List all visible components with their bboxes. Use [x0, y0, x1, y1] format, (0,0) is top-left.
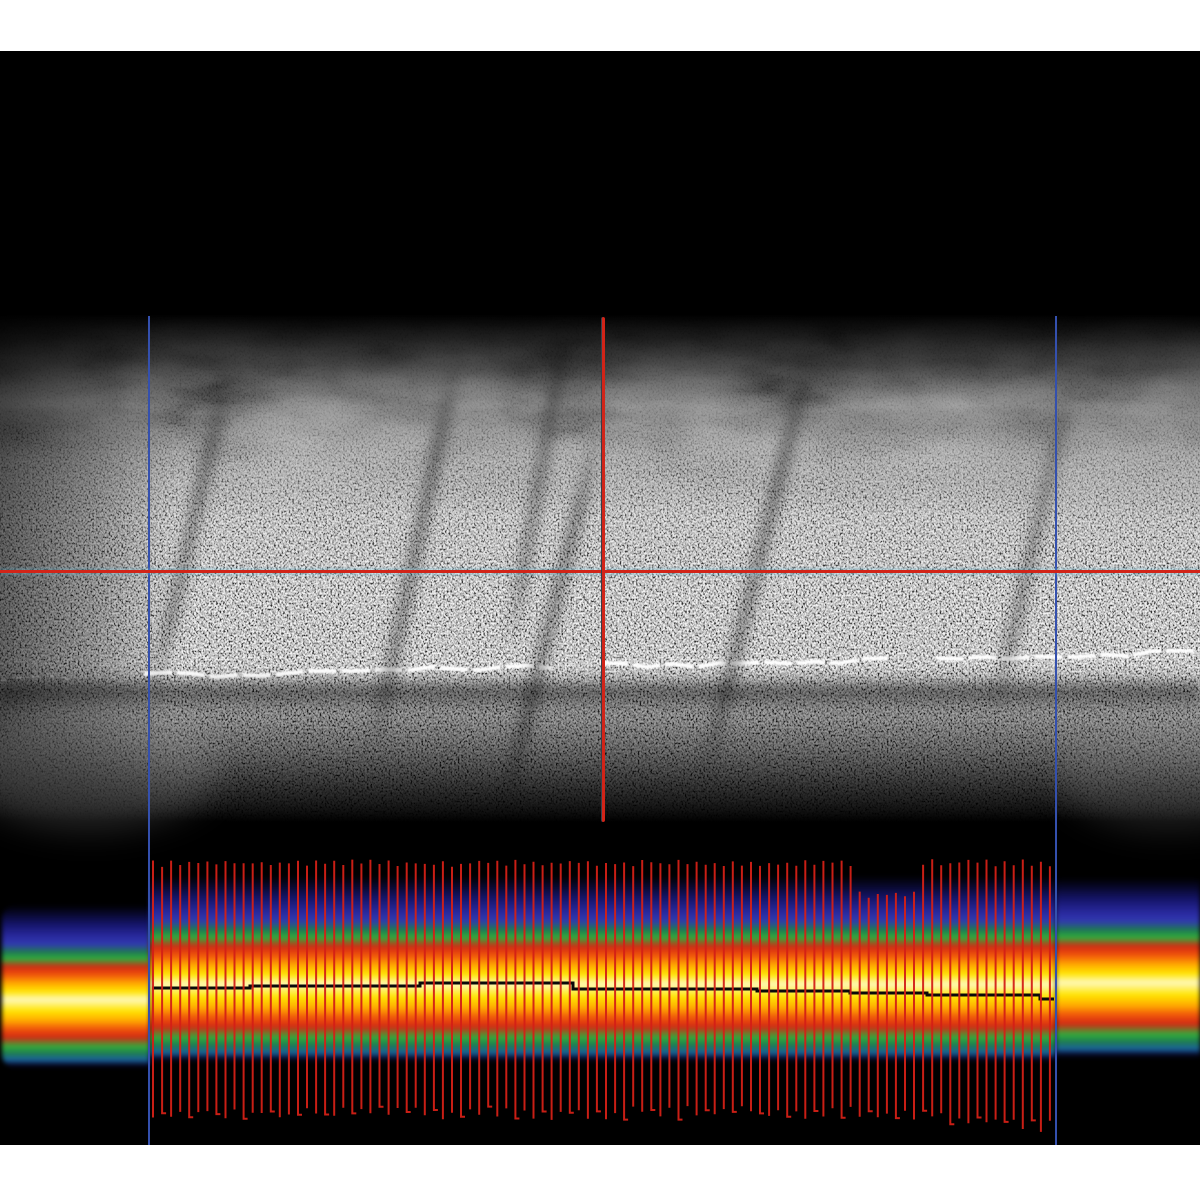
- bscan-image[interactable]: [0, 315, 1200, 822]
- roi-line-left[interactable]: [148, 316, 150, 1145]
- band-segment-left: [2, 905, 150, 1068]
- crosshair-vertical[interactable]: [601, 317, 605, 822]
- band-segment-main: [150, 876, 1056, 1062]
- crosshair-horizontal[interactable]: [0, 570, 1200, 573]
- roi-line-right[interactable]: [1055, 316, 1057, 1145]
- band-segment-right: [1056, 878, 1200, 1058]
